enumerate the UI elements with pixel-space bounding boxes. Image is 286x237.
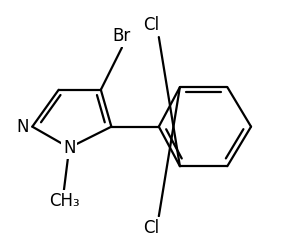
Text: Br: Br [113, 27, 131, 45]
Text: N: N [17, 118, 29, 136]
Text: Cl: Cl [143, 16, 159, 34]
Text: CH₃: CH₃ [49, 192, 79, 210]
Text: Cl: Cl [143, 219, 159, 237]
Text: N: N [63, 139, 76, 157]
